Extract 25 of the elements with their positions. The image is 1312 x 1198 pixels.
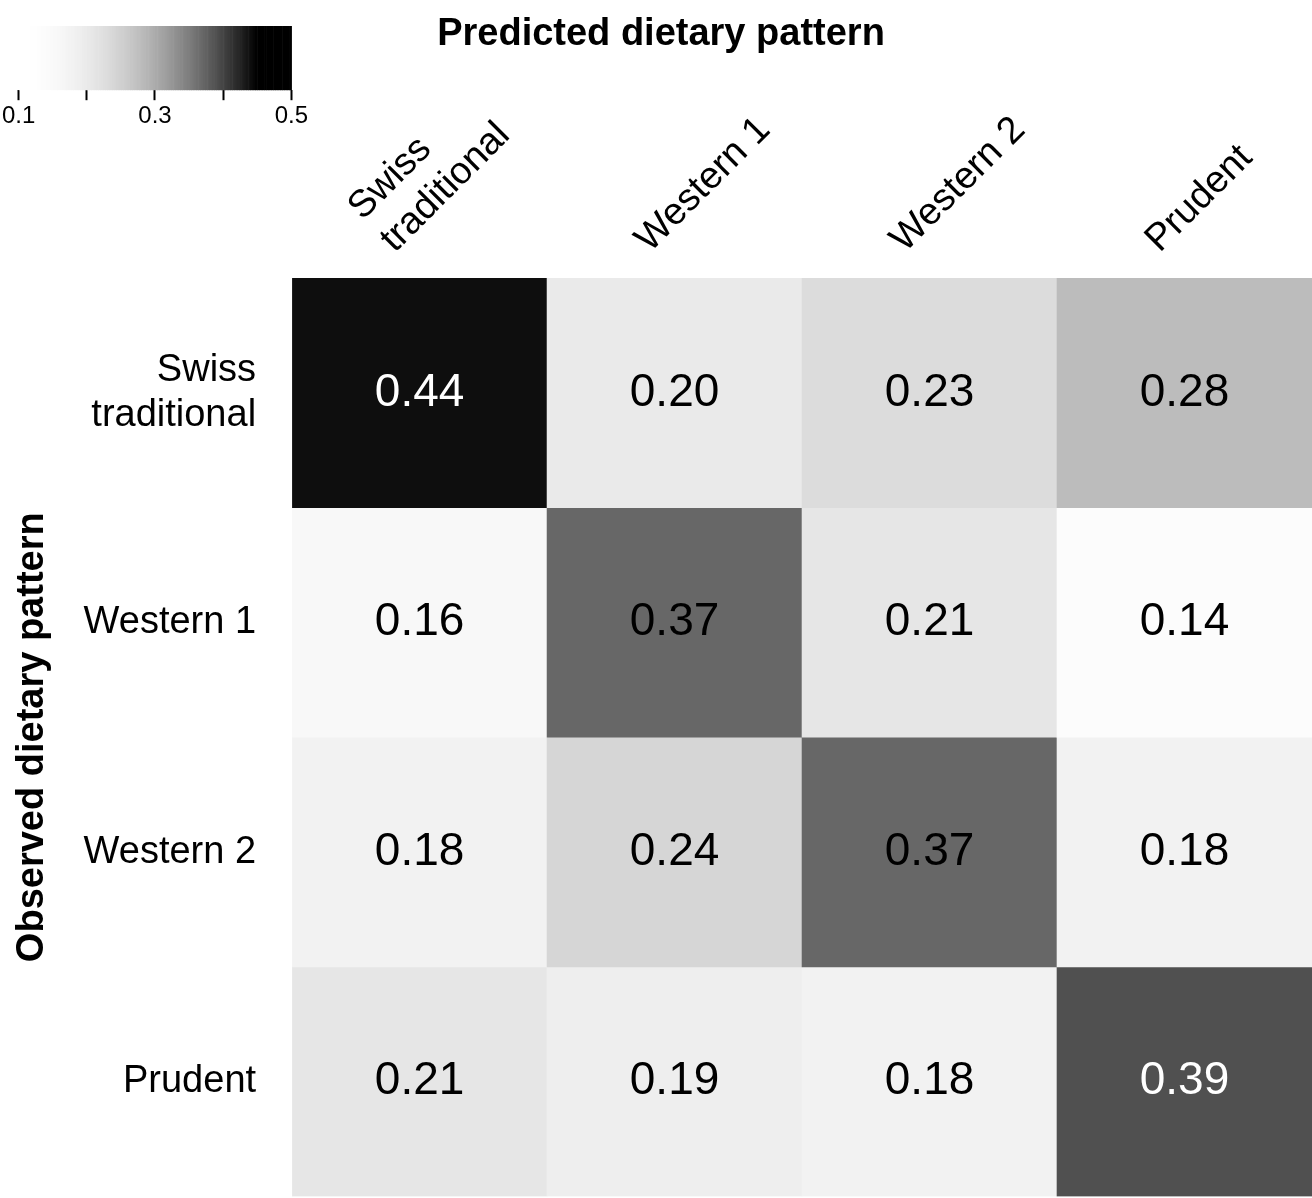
color-bar-label: 0.1 (1, 101, 36, 129)
data-label: 0.44 (374, 363, 465, 416)
y-tick-label: Western 2 (83, 828, 257, 871)
color-bar-label: 0.5 (274, 101, 309, 129)
data-label: 0.24 (629, 822, 720, 875)
data-label: 0.37 (884, 822, 975, 875)
data-label: 0.21 (374, 1052, 465, 1105)
y-tick-label: Prudent (122, 1058, 257, 1101)
data-label: 0.18 (1139, 822, 1230, 875)
data-label: 0.14 (1139, 593, 1230, 646)
y-axis-title: Observed dietary pattern (9, 512, 52, 963)
data-label: 0.16 (374, 593, 465, 646)
color-bar-label: 0.3 (138, 101, 172, 129)
data-label: 0.19 (629, 1052, 720, 1105)
data-label: 0.37 (629, 593, 720, 646)
data-label: 0.23 (884, 363, 975, 416)
data-label: 0.39 (1139, 1052, 1230, 1105)
data-label: 0.18 (884, 1052, 975, 1105)
data-label: 0.21 (884, 593, 975, 646)
data-label: 0.28 (1139, 363, 1230, 416)
y-tick-label: Western 1 (83, 598, 257, 641)
chart-title: Predicted dietary pattern (437, 11, 885, 54)
y-tick-label: Swiss traditional (91, 346, 257, 435)
data-label: 0.18 (374, 822, 465, 875)
data-label: 0.20 (629, 363, 720, 416)
